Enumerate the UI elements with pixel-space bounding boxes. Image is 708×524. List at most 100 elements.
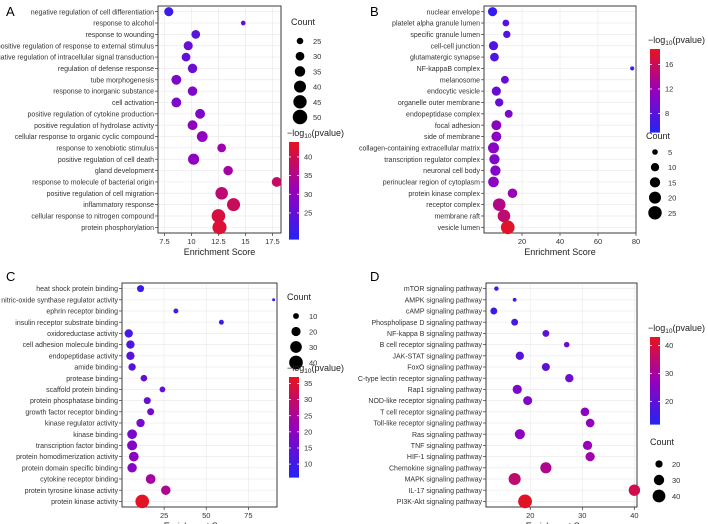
term-label: kinase regulator activity bbox=[45, 421, 119, 428]
plot-area bbox=[121, 282, 278, 508]
size-legend-dot bbox=[652, 149, 658, 155]
data-point bbox=[582, 440, 593, 451]
term-label: vesicle lumen bbox=[438, 225, 481, 232]
size-legend-dot bbox=[655, 460, 663, 468]
x-tick-label: 17.5 bbox=[265, 237, 280, 246]
colorbar-segment bbox=[650, 93, 660, 99]
size-legend-dot bbox=[293, 95, 307, 109]
data-point bbox=[136, 418, 145, 428]
colorbar-segment bbox=[289, 234, 299, 240]
data-point bbox=[223, 165, 233, 176]
colorbar-segment bbox=[289, 166, 299, 171]
term-label: negative regulation of cell differentiat… bbox=[31, 9, 154, 16]
data-point bbox=[127, 463, 137, 473]
panel-b: B 20 40 60 80 nuclear envelope platelet alpha… bbox=[359, 4, 705, 257]
colorbar-segment bbox=[650, 413, 660, 418]
colorbar-segment bbox=[650, 402, 660, 407]
colorbar-segment bbox=[650, 59, 660, 64]
colorbar-segment bbox=[650, 73, 660, 78]
term-label: HIF-1 signaling pathway bbox=[407, 454, 483, 461]
x-axis-title: Enrichment Score bbox=[524, 247, 596, 257]
x-tick-label: 75 bbox=[244, 511, 252, 520]
colorbar-segment bbox=[289, 427, 299, 432]
colorbar-segment bbox=[650, 100, 660, 105]
colorbar-segment bbox=[650, 114, 660, 119]
x-tick-label: 30 bbox=[578, 511, 586, 520]
size-legend-label: 35 bbox=[313, 67, 321, 76]
size-legend-title: Count bbox=[291, 17, 316, 27]
size-legend-label: 40 bbox=[672, 492, 680, 501]
data-point bbox=[173, 308, 179, 314]
term-label: Chemokine signaling pathway bbox=[389, 465, 482, 472]
term-label: membrane raft bbox=[434, 214, 480, 221]
colorbar-segment bbox=[289, 456, 299, 461]
data-point bbox=[494, 286, 499, 291]
term-label: heat shock protein binding bbox=[36, 286, 118, 293]
term-label: response to wounding bbox=[86, 32, 155, 39]
colorbar-segment bbox=[289, 439, 299, 445]
data-point bbox=[490, 52, 499, 62]
size-legend-label: 15 bbox=[668, 178, 676, 187]
colorbar-segment bbox=[650, 380, 660, 385]
data-point bbox=[514, 429, 525, 440]
data-point bbox=[490, 307, 498, 315]
term-label: protein kinase complex bbox=[408, 191, 480, 198]
color-legend-title: −log10(pvalue) bbox=[648, 35, 705, 47]
data-point bbox=[491, 86, 501, 96]
plot-border bbox=[121, 282, 278, 508]
term-label: focal adhesion bbox=[435, 123, 480, 130]
data-point bbox=[211, 209, 226, 223]
term-label: IL-17 signaling pathway bbox=[408, 488, 482, 495]
term-label: TNF signaling pathway bbox=[411, 443, 483, 450]
data-point bbox=[495, 98, 504, 107]
x-tick-label: 15 bbox=[241, 237, 249, 246]
colorbar-segment bbox=[289, 186, 299, 192]
term-label: PI3K-Akt signaling pathway bbox=[397, 499, 483, 506]
size-legend-label: 40 bbox=[309, 359, 317, 368]
colorbar-segment bbox=[289, 190, 299, 196]
colorbar-segment bbox=[650, 337, 660, 342]
size-legend-dot bbox=[292, 109, 308, 125]
data-point bbox=[196, 131, 208, 142]
colorbar-label: 40 bbox=[304, 153, 312, 162]
plot-border bbox=[483, 5, 637, 234]
colorbar-segment bbox=[289, 198, 299, 204]
term-label: Toll-like receptor signaling pathway bbox=[373, 421, 482, 428]
colorbar-label: 16 bbox=[665, 60, 673, 69]
term-label: positive regulation of cell death bbox=[58, 157, 154, 164]
term-label: JAK-STAT signaling pathway bbox=[393, 353, 483, 360]
term-label: endopeptidase activity bbox=[49, 353, 119, 360]
data-point bbox=[508, 472, 521, 486]
size-legend-dot bbox=[291, 326, 301, 337]
colorbar-label: 35 bbox=[304, 171, 312, 180]
data-point bbox=[187, 120, 198, 131]
size-legend-title: Count bbox=[287, 292, 312, 302]
term-label: transcription regulator complex bbox=[384, 157, 480, 164]
colorbar-segment bbox=[650, 52, 660, 57]
term-label: positive regulation of response to exter… bbox=[0, 43, 154, 50]
data-point bbox=[518, 494, 532, 509]
data-point bbox=[137, 285, 145, 293]
colorbar-segment bbox=[650, 351, 660, 356]
size-legend-title: Count bbox=[650, 437, 675, 447]
term-label: protein domain specific binding bbox=[22, 465, 118, 472]
size-legend-label: 30 bbox=[313, 52, 321, 61]
x-tick-label: 10 bbox=[187, 237, 195, 246]
size-legend-dot bbox=[296, 37, 304, 45]
colorbar-segment bbox=[650, 373, 660, 378]
colorbar-segment bbox=[650, 362, 660, 367]
colorbar-segment bbox=[650, 387, 660, 392]
size-legend-label: 40 bbox=[313, 83, 321, 92]
data-point bbox=[191, 30, 201, 39]
x-tick-label: 40 bbox=[630, 511, 638, 520]
colorbar-segment bbox=[650, 376, 660, 382]
term-label: protein kinase activity bbox=[51, 499, 118, 506]
term-label: NF-kappaB complex bbox=[417, 66, 481, 73]
colorbar-segment bbox=[650, 344, 660, 349]
x-tick-label: 7.5 bbox=[159, 237, 169, 246]
size-legend-dot bbox=[290, 341, 302, 353]
data-point bbox=[515, 351, 525, 360]
data-point bbox=[488, 142, 499, 154]
colorbar-label: 30 bbox=[304, 190, 312, 199]
term-label: side of membrane bbox=[424, 134, 480, 141]
